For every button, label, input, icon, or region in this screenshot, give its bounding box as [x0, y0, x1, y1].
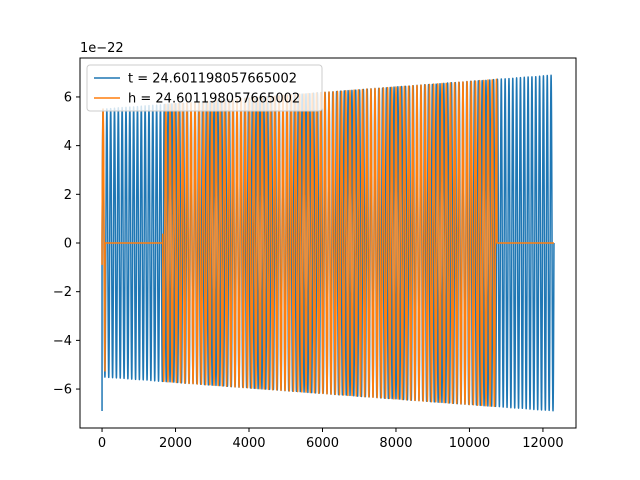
legend-label: h = 24.601198057665002 [128, 92, 300, 107]
y-offset-label: 1e−22 [80, 41, 124, 56]
y-tick-label: 4 [64, 139, 72, 154]
y-tick-label: −4 [53, 334, 72, 349]
x-tick-label: 0 [98, 436, 106, 451]
x-tick-label: 2000 [159, 436, 192, 451]
y-tick-label: −2 [53, 285, 72, 300]
series-2-line [101, 78, 555, 408]
x-tick-label: 10000 [449, 436, 490, 451]
x-tick-label: 12000 [522, 436, 563, 451]
legend-label: t = 24.601198057665002 [128, 72, 297, 87]
y-axis: −6 −4 −2 0 2 4 6 [53, 90, 80, 398]
y-tick-label: 2 [64, 188, 72, 203]
x-tick-label: 8000 [379, 436, 412, 451]
legend: t = 24.601198057665002 h = 24.60119805766… [86, 64, 323, 112]
y-tick-label: 6 [64, 90, 72, 105]
x-axis: 0 2000 4000 6000 8000 10000 12000 [98, 428, 564, 451]
series-layer [101, 74, 555, 412]
x-tick-label: 4000 [232, 436, 265, 451]
y-tick-label: 0 [64, 237, 72, 252]
legend-box [86, 64, 323, 112]
y-tick-label: −6 [53, 383, 72, 398]
x-tick-label: 6000 [306, 436, 339, 451]
